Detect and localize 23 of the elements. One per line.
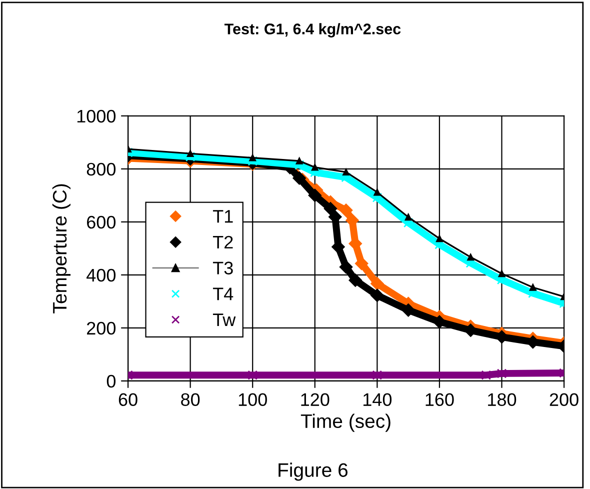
x-tick-label: 120 — [301, 393, 330, 406]
x-tick-label: 200 — [550, 393, 578, 406]
legend-label: T3 — [212, 262, 233, 274]
legend-label: T4 — [212, 288, 234, 300]
y-tick-label: 800 — [86, 162, 116, 176]
y-tick-label: 200 — [87, 322, 116, 335]
y-axis-title: Temperture (C) — [52, 184, 71, 314]
legend-label: T2 — [212, 236, 233, 248]
x-tick-label: 180 — [488, 393, 516, 406]
legend-label: T1 — [212, 210, 233, 223]
y-tick-label: 600 — [87, 216, 116, 229]
x-tick-label: 80 — [181, 393, 200, 406]
x-axis-title: Time (sec) — [300, 414, 390, 432]
x-tick-label: 60 — [118, 393, 138, 406]
x-tick-label: 140 — [363, 393, 392, 406]
legend-label: Tw — [212, 314, 236, 326]
x-tick-label: 100 — [238, 393, 267, 406]
x-tick-label: 160 — [426, 393, 454, 406]
caption: Figure 6 — [278, 462, 348, 481]
y-tick-label: 0 — [106, 374, 116, 388]
y-tick-label: 400 — [86, 268, 116, 282]
y-tick-label: 1000 — [77, 110, 116, 123]
chart-title: Test: G1, 6.4 kg/m^2.sec — [224, 23, 401, 38]
